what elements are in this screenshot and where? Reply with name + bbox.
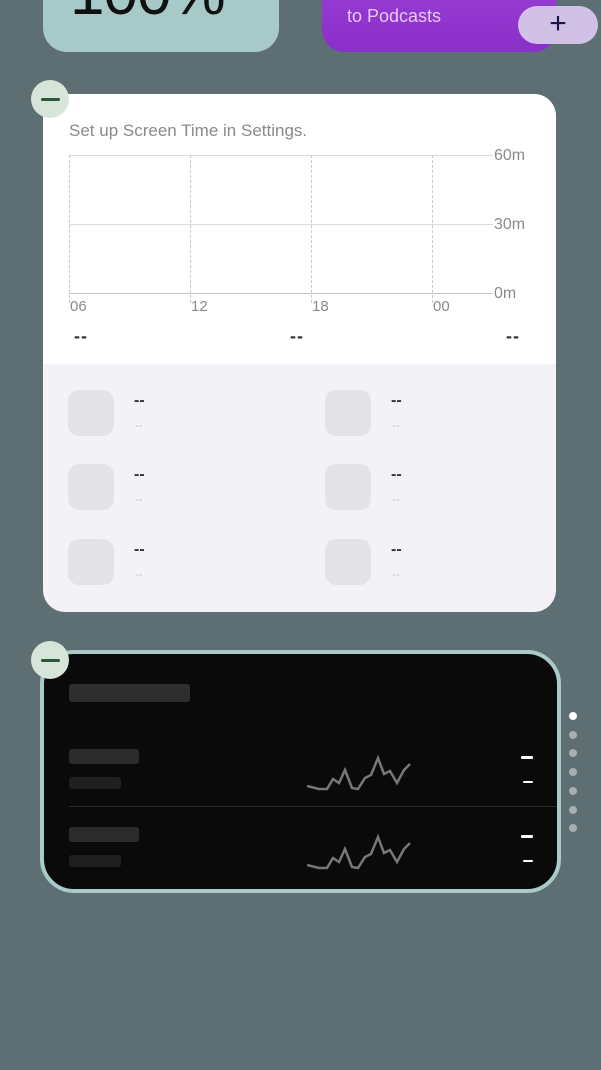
gridline-v	[311, 155, 312, 303]
x-tick: 06	[70, 298, 87, 315]
app-time: --	[392, 569, 400, 581]
app-name: --	[391, 392, 402, 409]
y-tick: 60m	[494, 147, 526, 164]
title-placeholder	[69, 684, 190, 702]
change-placeholder	[523, 781, 533, 783]
page-dot[interactable]	[569, 824, 577, 833]
gridline-v	[432, 155, 433, 303]
remove-widget-button[interactable]	[31, 80, 69, 118]
summary-value: --	[506, 326, 520, 346]
app-time: --	[135, 569, 143, 581]
app-name: --	[391, 466, 402, 483]
gridline-30m	[69, 224, 493, 225]
stocks-widget[interactable]	[40, 650, 561, 893]
gridline-0m	[69, 293, 493, 294]
app-name: --	[391, 541, 402, 558]
page-dot[interactable]	[569, 730, 577, 739]
x-tick: 00	[433, 298, 450, 315]
x-tick: 18	[312, 298, 329, 315]
app-icon	[325, 464, 371, 510]
screen-time-widget[interactable]: Set up Screen Time in Settings. 06 12 18…	[43, 94, 556, 612]
summary-value: --	[290, 326, 304, 346]
app-time: --	[392, 420, 400, 432]
app-icon	[325, 390, 371, 436]
name-placeholder	[69, 777, 121, 789]
page-dot[interactable]	[569, 749, 577, 758]
app-icon	[68, 390, 114, 436]
battery-widget[interactable]: 100%	[43, 0, 279, 52]
page-dot[interactable]	[569, 712, 577, 720]
price-placeholder	[521, 756, 533, 759]
page-dot[interactable]	[569, 805, 577, 814]
y-tick: 30m	[494, 216, 526, 233]
page-dot[interactable]	[569, 768, 577, 777]
minus-icon	[40, 658, 60, 662]
page-dot[interactable]	[569, 786, 577, 795]
app-icon	[68, 464, 114, 510]
symbol-placeholder	[69, 827, 139, 842]
gridline-v	[69, 155, 70, 303]
symbol-placeholder	[69, 749, 139, 764]
app-name: --	[134, 392, 145, 409]
name-placeholder	[69, 855, 121, 867]
gridline-v	[190, 155, 191, 303]
remove-widget-button[interactable]	[31, 641, 69, 679]
podcasts-text: to Podcasts	[347, 6, 442, 26]
battery-value: 100%	[70, 0, 226, 29]
app-time: --	[392, 494, 400, 506]
sparkline	[307, 754, 411, 791]
change-placeholder	[523, 860, 533, 862]
minus-icon	[40, 97, 60, 101]
app-time: --	[135, 494, 143, 506]
y-tick: 0m	[494, 285, 517, 302]
x-tick: 12	[191, 298, 208, 315]
app-name: --	[134, 541, 145, 558]
row-divider	[69, 806, 557, 807]
summary-value: --	[74, 326, 88, 346]
screen-time-title: Set up Screen Time in Settings.	[69, 121, 308, 140]
podcasts-widget[interactable]: to Podcasts	[322, 0, 556, 52]
app-icon	[68, 539, 114, 585]
gridline-60m	[69, 155, 493, 156]
add-widget-button[interactable]: +	[518, 6, 598, 44]
app-icon	[325, 539, 371, 585]
price-placeholder	[521, 835, 533, 838]
app-name: --	[134, 466, 145, 483]
app-time: --	[135, 420, 143, 432]
sparkline	[307, 833, 411, 870]
